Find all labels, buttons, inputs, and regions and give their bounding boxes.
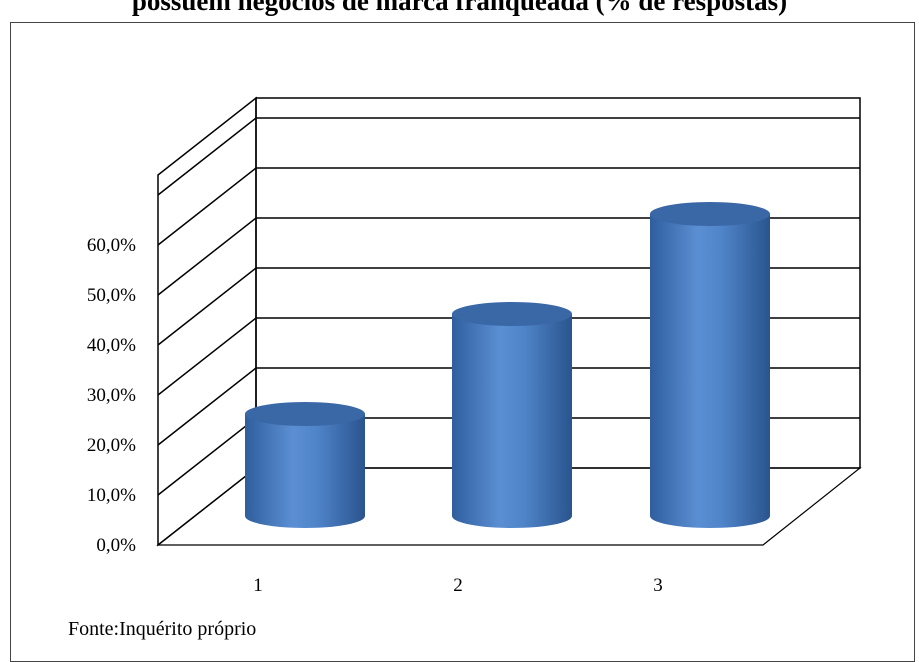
- side-gridline: [157, 317, 257, 396]
- side-gridline: [157, 267, 257, 346]
- floor: [156, 467, 862, 546]
- side-gridline: [157, 417, 257, 496]
- y-tick-label: 20,0%: [87, 435, 136, 456]
- x-tick-label: 2: [453, 575, 463, 596]
- bar-top: [650, 202, 770, 226]
- side-gridline: [157, 167, 257, 246]
- chart-title: possuem negócios de marca franqueada (% …: [131, 0, 788, 16]
- y-axis-ticks: 0,0% 10,0% 20,0% 30,0% 40,0% 50,0% 60,0%: [87, 235, 136, 556]
- bar-top: [245, 402, 365, 426]
- y-tick-label: 50,0%: [87, 285, 136, 306]
- y-tick-label: 40,0%: [87, 335, 136, 356]
- side-wall: [157, 96, 257, 547]
- x-axis-ticks: 1 2 3: [253, 575, 663, 596]
- bar-body: [452, 314, 572, 528]
- x-tick-label: 1: [253, 575, 263, 596]
- y-tick-label: 30,0%: [87, 385, 136, 406]
- bar-body: [650, 214, 770, 528]
- y-tick-label: 10,0%: [87, 485, 136, 506]
- x-tick-label: 3: [653, 575, 663, 596]
- bars: [245, 202, 770, 528]
- bar: [245, 402, 365, 528]
- bar: [650, 202, 770, 528]
- bar: [452, 302, 572, 528]
- bar-top: [452, 302, 572, 326]
- bar-body: [245, 414, 365, 528]
- side-gridline: [157, 367, 257, 446]
- y-tick-label: 0,0%: [96, 535, 136, 556]
- side-gridline: [157, 117, 257, 196]
- side-gridline: [157, 217, 257, 296]
- source-note: Fonte:Inquérito próprio: [68, 618, 257, 640]
- y-tick-label: 60,0%: [87, 235, 136, 256]
